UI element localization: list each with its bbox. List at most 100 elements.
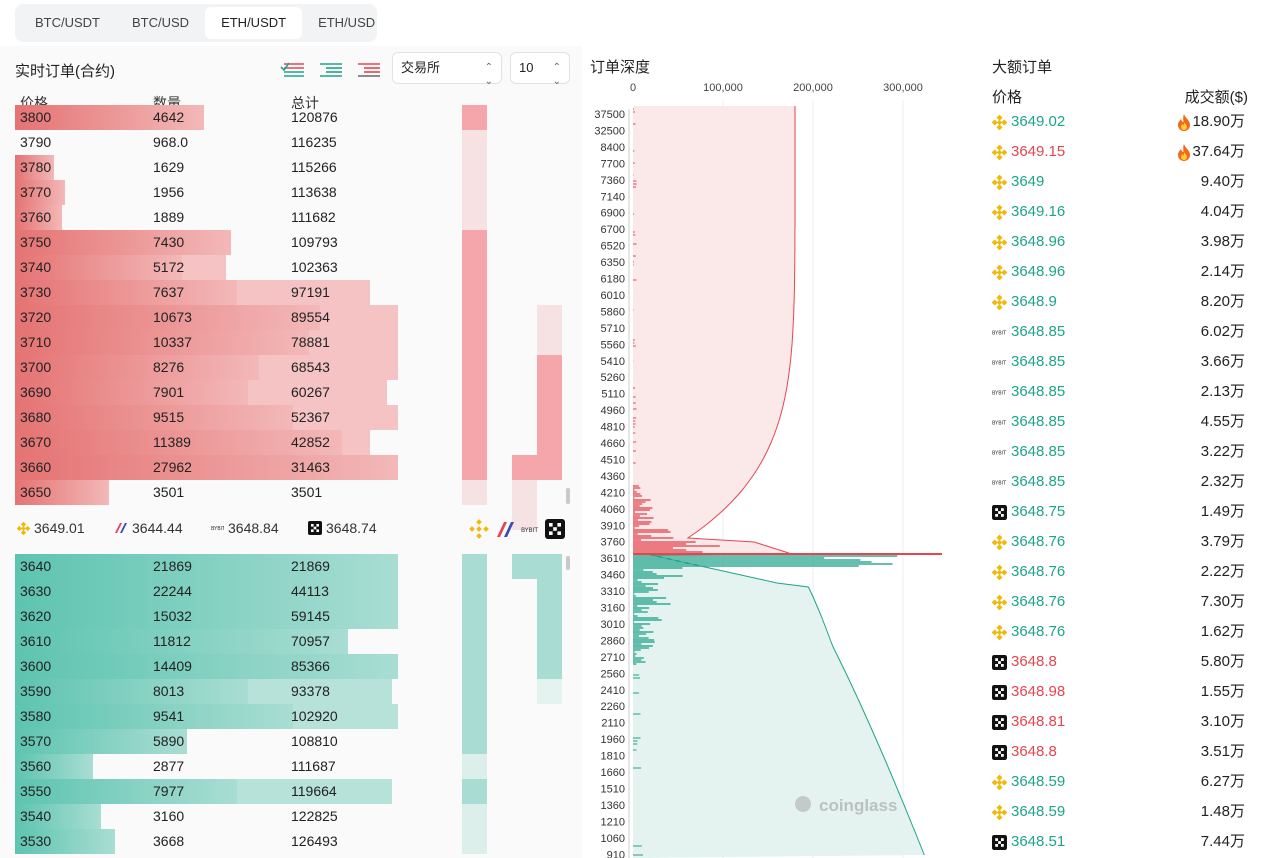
big-order-row[interactable]: BYBIT 3648.85 2.32万 (980, 467, 1281, 497)
big-order-row[interactable]: 3648.81 3.10万 (980, 707, 1281, 737)
bid-row[interactable]: 3610 11812 70957 (15, 629, 570, 654)
depth-chart[interactable]: 0 100,000 200,000 300,000 37500 32500 8400 7700… (582, 46, 977, 858)
bid-row[interactable]: 3570 5890 108810 (15, 729, 570, 754)
tab-btc-usd[interactable]: BTC/USD (132, 15, 190, 30)
exchange-share-bar (537, 405, 562, 430)
big-order-row[interactable]: 3649.16 4.04万 (980, 197, 1281, 227)
tab-eth-usd[interactable]: ETH/USD (318, 15, 376, 30)
bid-row[interactable]: 3550 7977 119664 (15, 779, 570, 804)
bid-row[interactable]: 3620 15032 59145 (15, 604, 570, 629)
y-tick-label: 6520 (601, 241, 625, 253)
big-order-amount: 6.02万 (1201, 317, 1245, 347)
y-tick-label: 3310 (601, 586, 625, 598)
big-order-row[interactable]: 3648.76 2.22万 (980, 557, 1281, 587)
big-order-row[interactable]: 3648.8 3.51万 (980, 737, 1281, 767)
big-order-row[interactable]: 3648.76 3.79万 (980, 527, 1281, 557)
bybit-filter-icon[interactable]: BYBIT (520, 519, 542, 539)
depth-title: 订单深度 (590, 59, 651, 76)
big-order-row[interactable]: 3649.15 37.64万 (980, 137, 1281, 167)
ask-row[interactable]: 3770 1956 113638 (15, 180, 570, 205)
tab-btc-usdt[interactable]: BTC/USDT (35, 15, 100, 30)
bid-row[interactable]: 3580 9541 102920 (15, 704, 570, 729)
okx-icon (992, 685, 1007, 700)
ask-row[interactable]: 3660 27962 31463 (15, 455, 570, 480)
volume-bar (15, 155, 54, 180)
orderbook-panel: 实时订单(合约) 交易所 ⌃ ⌄ 10 ⌃ ⌄ 价格 数量 总计 3800 4642 1… (0, 46, 582, 858)
y-tick-label: 3610 (601, 553, 625, 565)
bitmex-filter-icon[interactable] (495, 519, 517, 539)
ask-row[interactable]: 3790 968.0 116235 (15, 130, 570, 155)
volume-bar (15, 829, 115, 854)
big-order-row[interactable]: BYBIT 3648.85 2.13万 (980, 377, 1281, 407)
ask-row[interactable]: 3730 7637 97191 (15, 280, 570, 305)
total-cell: 68543 (291, 359, 330, 375)
qty-cell: 8013 (153, 683, 185, 699)
ask-row[interactable]: 3740 5172 102363 (15, 255, 570, 280)
big-order-row[interactable]: 3648.75 1.49万 (980, 497, 1281, 527)
big-order-row[interactable]: 3648.96 2.14万 (980, 257, 1281, 287)
big-order-row[interactable]: 3649 9.40万 (980, 167, 1281, 197)
binance-icon (991, 144, 1008, 161)
big-order-row[interactable]: 3648.59 6.27万 (980, 767, 1281, 797)
bid-row[interactable]: 3630 22244 44113 (15, 579, 570, 604)
ask-row[interactable]: 3690 7901 60267 (15, 380, 570, 405)
big-order-row[interactable]: 3648.96 3.98万 (980, 227, 1281, 257)
ask-row[interactable]: 3760 1889 111682 (15, 205, 570, 230)
ask-row[interactable]: 3800 4642 120876 (15, 105, 570, 130)
big-order-row[interactable]: 3648.59 1.48万 (980, 797, 1281, 827)
okx-filter-icon[interactable] (544, 519, 566, 539)
ask-row[interactable]: 3670 11389 42852 (15, 430, 570, 455)
big-order-amount: 3.22万 (1201, 437, 1245, 467)
asks-scrollbar[interactable] (566, 488, 570, 504)
bid-row[interactable]: 3560 2877 111687 (15, 754, 570, 779)
view-bids-icon[interactable] (318, 60, 344, 80)
price-cell: 3760 (20, 209, 52, 225)
bids-scrollbar[interactable] (566, 556, 570, 570)
tab-eth-usdt[interactable]: ETH/USDT (205, 7, 303, 39)
big-order-row[interactable]: BYBIT 3648.85 3.22万 (980, 437, 1281, 467)
big-order-row[interactable]: 3648.98 1.55万 (980, 677, 1281, 707)
exchange-icon: BYBIT (992, 355, 1007, 370)
big-order-row[interactable]: 3648.51 7.44万 (980, 827, 1281, 857)
ask-row[interactable]: 3720 10673 89554 (15, 305, 570, 330)
qty-cell: 3160 (153, 808, 185, 824)
big-order-row[interactable]: BYBIT 3648.85 4.55万 (980, 407, 1281, 437)
exchange-icon: BYBIT (992, 325, 1007, 340)
ask-row[interactable]: 3680 9515 52367 (15, 405, 570, 430)
bid-row[interactable]: 3530 3668 126493 (15, 829, 570, 854)
big-order-row[interactable]: 3649.02 18.90万 (980, 107, 1281, 137)
bid-row[interactable]: 3600 14409 85366 (15, 654, 570, 679)
ask-row[interactable]: 3700 8276 68543 (15, 355, 570, 380)
big-order-row[interactable]: 3648.9 8.20万 (980, 287, 1281, 317)
price-cell: 3700 (20, 359, 52, 375)
view-both-icon[interactable] (280, 60, 306, 80)
y-tick-label: 1810 (601, 751, 625, 763)
bid-row[interactable]: 3590 8013 93378 (15, 679, 570, 704)
y-tick-label: 3160 (601, 603, 625, 615)
big-order-price: 3648.8 (1011, 743, 1057, 760)
ticker-bybit: BYBIT 3648.84 (211, 520, 279, 536)
qty-cell: 7901 (153, 384, 185, 400)
big-order-price: 3648.76 (1011, 593, 1066, 610)
big-order-row[interactable]: 3648.8 5.80万 (980, 647, 1281, 677)
ask-row[interactable]: 3710 10337 78881 (15, 330, 570, 355)
amount-text: 9.40万 (1200, 173, 1245, 190)
bid-row[interactable]: 3640 21869 21869 (15, 554, 570, 579)
ask-row[interactable]: 3650 3501 3501 (15, 480, 570, 505)
exchange-select[interactable]: 交易所 ⌃ ⌄ (392, 52, 502, 87)
ask-row[interactable]: 3780 1629 115266 (15, 155, 570, 180)
total-cell: 93378 (291, 683, 330, 699)
big-order-row[interactable]: 3648.76 7.30万 (980, 587, 1281, 617)
bid-row[interactable]: 3540 3160 122825 (15, 804, 570, 829)
exchange-share-bar (462, 455, 487, 480)
big-order-row[interactable]: BYBIT 3648.85 6.02万 (980, 317, 1281, 347)
big-order-amount: 4.04万 (1201, 197, 1245, 227)
binance-filter-icon[interactable] (468, 519, 490, 539)
big-order-row[interactable]: BYBIT 3648.85 3.66万 (980, 347, 1281, 377)
amount-text: 1.62万 (1200, 623, 1245, 640)
depth-select[interactable]: 10 ⌃ ⌄ (510, 52, 570, 87)
ask-row[interactable]: 3750 7430 109793 (15, 230, 570, 255)
view-asks-icon[interactable] (356, 60, 382, 80)
exchange-icon (991, 534, 1008, 551)
big-order-row[interactable]: 3648.76 1.62万 (980, 617, 1281, 647)
